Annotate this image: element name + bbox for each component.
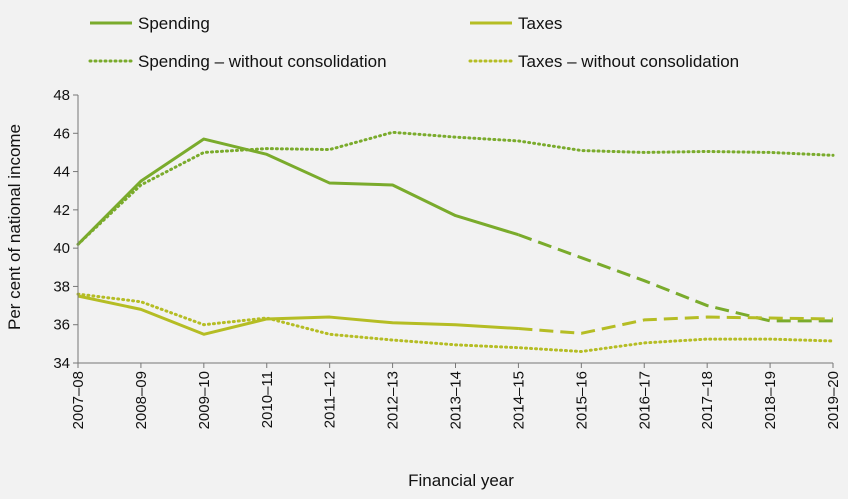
series-3: [76, 292, 835, 354]
y-tick-label: 40: [53, 240, 70, 257]
legend-item-2: Spending – without consolidation: [88, 52, 387, 71]
series-1: [77, 294, 834, 336]
series-line-solid: [76, 137, 519, 246]
y-tick-label: 34: [53, 355, 70, 372]
x-tick-label: 2010–11: [259, 371, 276, 428]
series-layer: [76, 130, 835, 354]
series-line-dotted: [76, 292, 835, 354]
x-tick-label: 2015–16: [573, 371, 590, 429]
y-axis-title: Per cent of national income: [5, 124, 24, 330]
x-tick-label: 2017–18: [699, 371, 716, 429]
x-tick-label: 2009–10: [196, 371, 213, 429]
series-line-dashed: [517, 233, 833, 323]
legend-item-3: Taxes – without consolidation: [468, 52, 739, 71]
y-tick-label: 44: [53, 164, 70, 181]
x-tick-label: 2012–13: [385, 371, 402, 429]
series-2: [76, 130, 835, 246]
legend-item-1: Taxes: [470, 14, 562, 33]
y-tick-label: 38: [53, 278, 70, 295]
series-line-dashed: [518, 315, 834, 335]
x-tick-label: 2014–15: [510, 371, 527, 429]
legend-label: Taxes – without consolidation: [518, 52, 739, 71]
legend: Spending Taxes Spending – without consolid…: [88, 14, 739, 71]
y-tick-label: 42: [53, 202, 70, 219]
series-line-dotted: [76, 130, 835, 246]
y-tick-label: 36: [53, 317, 70, 334]
series-line-solid: [77, 294, 519, 336]
series-0: [76, 137, 833, 323]
x-tick-label: 2016–17: [636, 371, 653, 429]
y-tick-label: 46: [53, 125, 70, 142]
x-tick-label: 2018–19: [762, 371, 779, 429]
x-tick-label: 2008–09: [133, 371, 150, 429]
x-tick-label: 2019–20: [825, 371, 842, 429]
x-tick-label: 2013–14: [448, 371, 465, 429]
legend-label: Spending – without consolidation: [138, 52, 387, 71]
x-tick-label: 2011–12: [322, 371, 339, 428]
x-tick-label: 2007–08: [70, 371, 87, 429]
legend-item-0: Spending: [90, 14, 210, 33]
legend-label: Taxes: [518, 14, 562, 33]
y-tick-label: 48: [53, 87, 70, 104]
x-axis-title: Financial year: [408, 471, 514, 490]
legend-label: Spending: [138, 14, 210, 33]
y-ticks: 34 36 38 40 42 44 46 48: [53, 87, 78, 372]
x-ticks: 2007–08 2008–09 2009–10 2010–11 2011–12 2012–…: [70, 363, 842, 429]
